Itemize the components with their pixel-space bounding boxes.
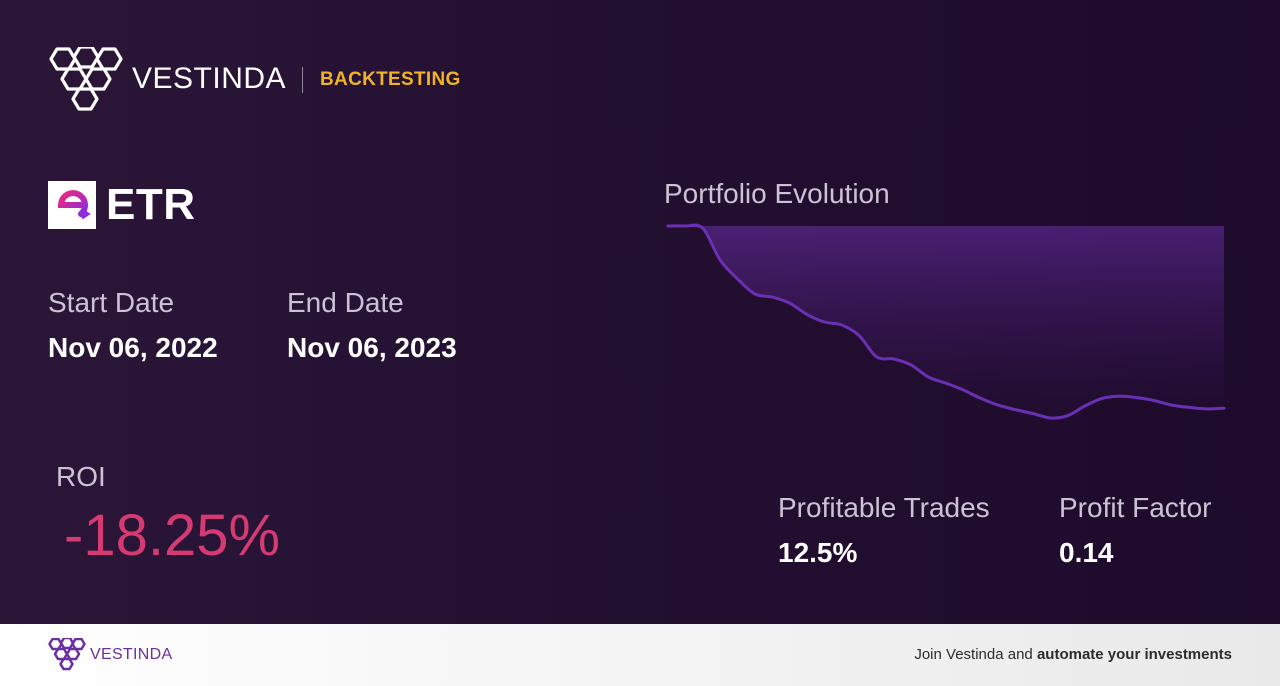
- brand-name: VESTINDA: [132, 62, 287, 95]
- vestinda-logo-icon: [49, 47, 123, 111]
- vestinda-footer-logo-icon: [48, 638, 86, 671]
- start-date-label: Start Date: [48, 287, 175, 318]
- roi-label: ROI: [56, 461, 106, 492]
- portfolio-evolution-chart: [666, 223, 1226, 420]
- brand-divider: [302, 67, 304, 93]
- entergy-e-icon: [48, 181, 96, 229]
- footer-cta-bold: automate your investments: [1036, 646, 1232, 663]
- backtest-card: VESTINDA BACKTESTING ETR Start Date Nov …: [0, 0, 1280, 624]
- profit-factor-value: 0.14: [1059, 537, 1114, 568]
- asset-heading: ETR: [48, 180, 196, 230]
- footer-cta-prefix: Join Vestinda and: [914, 646, 1037, 663]
- chart-title: Portfolio Evolution: [664, 178, 890, 209]
- footer-brand-name: VESTINDA: [90, 645, 173, 663]
- ticker-symbol: ETR: [106, 180, 196, 229]
- profitable-trades-value: 12.5%: [778, 537, 858, 568]
- profit-factor-label: Profit Factor: [1059, 492, 1212, 523]
- portfolio-line: [666, 223, 1226, 420]
- start-date-value: Nov 06, 2022: [48, 332, 218, 363]
- portfolio-area: [668, 226, 1224, 418]
- footer-cta[interactable]: Join Vestinda and automate your investme…: [914, 646, 1232, 663]
- profitable-trades-label: Profitable Trades: [778, 492, 990, 523]
- end-date-label: End Date: [287, 287, 404, 318]
- brand-header: VESTINDA BACKTESTING: [48, 47, 461, 113]
- footer-brand[interactable]: VESTINDA: [48, 638, 172, 671]
- backtesting-tag: BACKTESTING: [320, 69, 461, 90]
- footer-bar: VESTINDA Join Vestinda and automate your…: [0, 624, 1280, 686]
- end-date-value: Nov 06, 2023: [287, 332, 457, 363]
- roi-value: -18.25%: [64, 503, 281, 568]
